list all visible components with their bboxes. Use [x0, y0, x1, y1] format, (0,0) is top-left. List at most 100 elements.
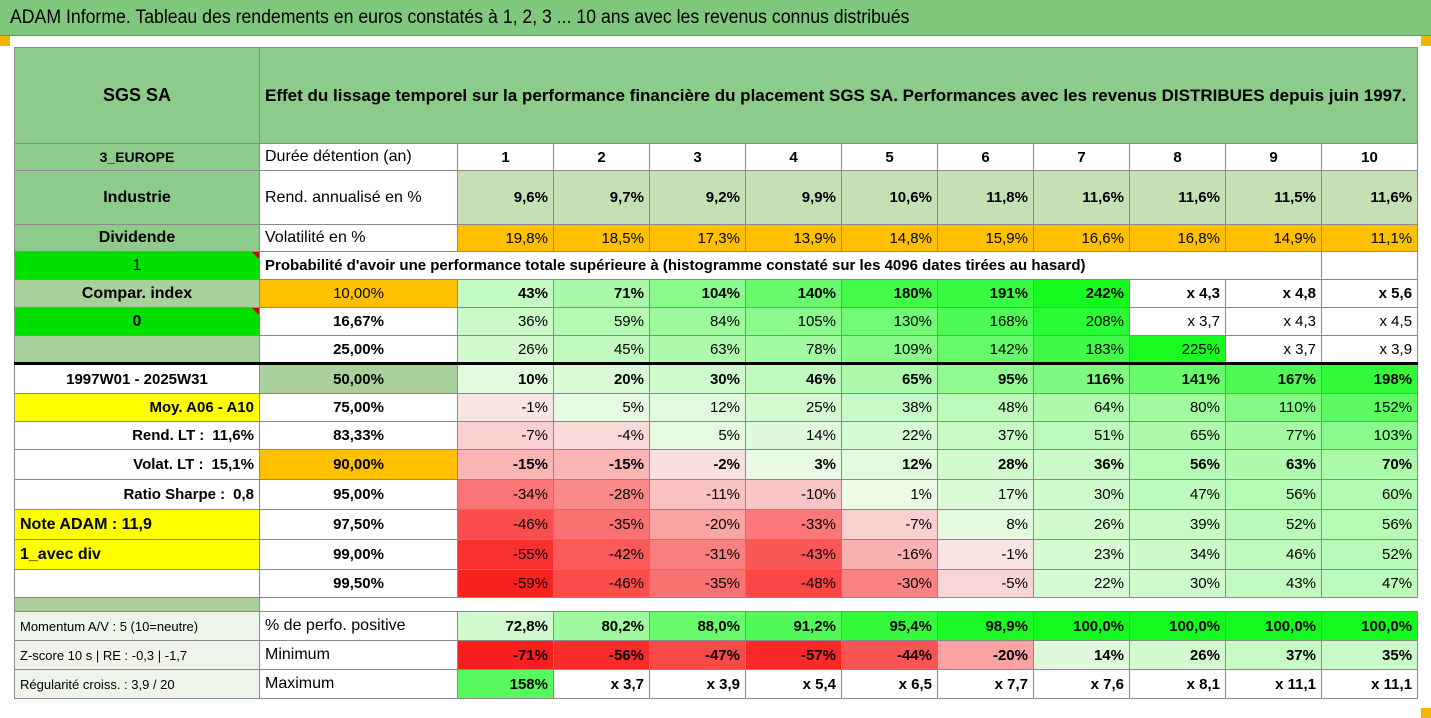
probability-value: 84%: [649, 307, 746, 336]
probability-value: x 5,6: [1320, 279, 1419, 308]
probability-value: 208%: [1033, 307, 1130, 336]
probability-value: 152%: [1320, 393, 1419, 422]
annualized-return-row: Industrie Rend. annualisé en % 9,6% 9,7%…: [14, 170, 1419, 225]
summary-value: 37%: [1225, 640, 1322, 670]
probability-value: x 3,7: [1225, 335, 1322, 364]
probability-value: -46%: [553, 569, 650, 598]
probability-value: -16%: [841, 539, 938, 570]
probability-value: 52%: [1225, 509, 1322, 540]
side-info-label: Rend. LT :: [132, 427, 205, 444]
year-cell: 6: [937, 143, 1034, 171]
side-info-value: 15,1%: [211, 456, 254, 473]
probability-value: 25%: [745, 393, 842, 422]
probability-value: 64%: [1033, 393, 1130, 422]
side-info-value: 11,6%: [212, 427, 254, 444]
probability-value: 105%: [745, 307, 842, 336]
probability-value: 28%: [937, 449, 1034, 480]
probability-value: -48%: [745, 569, 842, 598]
probability-value: 70%: [1320, 449, 1419, 480]
probability-value: 38%: [841, 393, 938, 422]
probability-value: 17%: [937, 479, 1034, 510]
summary-value: x 11,1: [1225, 669, 1322, 699]
volatility-value: 11,1%: [1320, 224, 1419, 252]
probability-value: 22%: [1033, 569, 1130, 598]
probability-value: 5%: [649, 421, 746, 450]
probability-value: 46%: [1225, 539, 1322, 570]
empty-cell: [1320, 251, 1419, 280]
probability-value: 198%: [1320, 363, 1419, 394]
year-cell: 10: [1320, 143, 1419, 171]
summary-value: 91,2%: [745, 611, 842, 641]
probability-value: 140%: [745, 279, 842, 308]
probability-value: 183%: [1033, 335, 1130, 364]
probability-value: 167%: [1225, 363, 1322, 394]
side-info-label: Ratio Sharpe :: [123, 486, 226, 503]
year-cell: 5: [841, 143, 938, 171]
probability-value: 14%: [745, 421, 842, 450]
summary-value: -56%: [553, 640, 650, 670]
side-info-cell: [14, 569, 260, 598]
probability-value: 20%: [553, 363, 650, 394]
summary-value: x 5,4: [745, 669, 842, 699]
table-description: Effet du lissage temporel sur la perform…: [258, 47, 1419, 144]
probability-value: 59%: [553, 307, 650, 336]
threshold-cell: 83,33%: [259, 421, 458, 450]
probability-value: 77%: [1225, 421, 1322, 450]
volatility-label: Volatilité en %: [259, 224, 458, 252]
sector-cell: Industrie: [14, 170, 260, 225]
return-value: 11,8%: [937, 170, 1034, 225]
probability-value: 191%: [937, 279, 1034, 308]
return-value: 9,2%: [649, 170, 746, 225]
probability-value: -10%: [745, 479, 842, 510]
return-label: Rend. annualisé en %: [259, 170, 458, 225]
volatility-value: 19,8%: [457, 224, 554, 252]
summary-label: Maximum: [259, 669, 458, 699]
side-info-cell: Compar. index: [14, 279, 260, 308]
return-value: 9,6%: [457, 170, 554, 225]
probability-value: 5%: [553, 393, 650, 422]
probability-value: 71%: [553, 279, 650, 308]
threshold-cell: 97,50%: [259, 509, 458, 540]
volatility-value: 18,5%: [553, 224, 650, 252]
side-info-cell: 0: [14, 307, 260, 336]
probability-value: 52%: [1320, 539, 1419, 570]
volatility-value: 17,3%: [649, 224, 746, 252]
probability-value: 26%: [457, 335, 554, 364]
probability-value: 36%: [1033, 449, 1130, 480]
summary-value: 72,8%: [457, 611, 554, 641]
summary-value: x 8,1: [1129, 669, 1226, 699]
probability-value: -35%: [553, 509, 650, 540]
probability-value: 130%: [841, 307, 938, 336]
summary-value: 80,2%: [553, 611, 650, 641]
dividend-cell: Dividende: [14, 224, 260, 252]
probability-value: 46%: [745, 363, 842, 394]
probability-value: 48%: [937, 393, 1034, 422]
probability-value: -7%: [457, 421, 554, 450]
spacer-cell: [14, 597, 260, 612]
probability-value: -33%: [745, 509, 842, 540]
probability-value: 242%: [1033, 279, 1130, 308]
probability-value: 141%: [1129, 363, 1226, 394]
probability-row: 1_avec div 99,00% -55% -42% -31% -43% -16% -1% 2…: [14, 539, 1419, 570]
probability-value: 116%: [1033, 363, 1130, 394]
summary-value: 100,0%: [1320, 611, 1419, 641]
probability-value: 30%: [1129, 569, 1226, 598]
side-info-cell: Moy. A06 - A10: [14, 393, 260, 422]
probability-value: -4%: [553, 421, 650, 450]
summary-value: x 11,1: [1320, 669, 1419, 699]
corner-marker-bottom-right: [1421, 708, 1431, 718]
probability-value: 60%: [1320, 479, 1419, 510]
probability-value: -20%: [649, 509, 746, 540]
probability-value: x 4,3: [1129, 279, 1226, 308]
summary-value: -20%: [937, 640, 1034, 670]
probability-value: -59%: [457, 569, 554, 598]
probability-value: -11%: [649, 479, 746, 510]
side-info-cell: Note ADAM : 11,9: [14, 509, 260, 540]
return-value: 11,6%: [1320, 170, 1419, 225]
probability-value: -1%: [937, 539, 1034, 570]
summary-value: 95,4%: [841, 611, 938, 641]
probability-value: x 4,3: [1225, 307, 1322, 336]
probability-value: -1%: [457, 393, 554, 422]
summary-side-cell: Z-score 10 s | RE : -0,3 | -1,7: [14, 640, 260, 670]
probability-value: 12%: [649, 393, 746, 422]
